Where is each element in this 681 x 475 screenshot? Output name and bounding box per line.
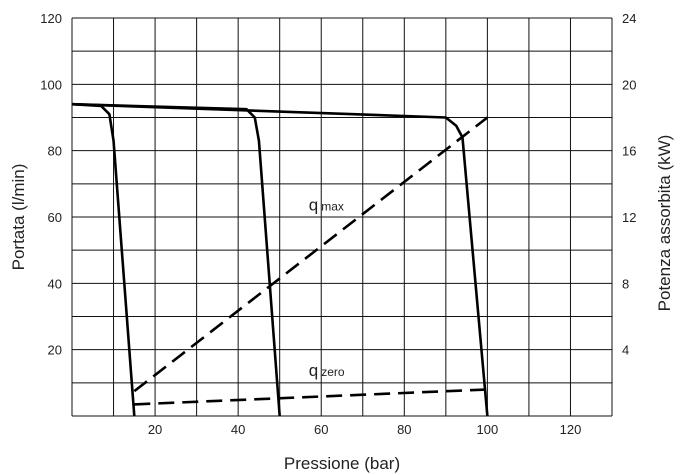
y-left-tick-label: 120 — [40, 11, 62, 26]
y-right-tick-label: 4 — [622, 343, 629, 358]
x-tick-label: 20 — [148, 422, 162, 437]
series-lines — [71, 102, 489, 417]
grid — [71, 17, 613, 417]
dashed-series-line-4 — [133, 116, 489, 393]
x-tick-label: 100 — [477, 422, 499, 437]
x-tick-label: 80 — [397, 422, 411, 437]
y-left-tick-label: 80 — [48, 144, 62, 159]
x-tick-label: 60 — [314, 422, 328, 437]
solid-series-line-3 — [71, 102, 489, 417]
y-right-tick-label: 8 — [622, 276, 629, 291]
y-left-tick-label: 100 — [40, 77, 62, 92]
dashed-series-line-5 — [134, 388, 488, 406]
series-annotation-zero: q zero — [309, 361, 345, 380]
annotations: q max q zero — [309, 195, 345, 380]
y-right-tick-label: 16 — [622, 144, 636, 159]
y-right-tick-label: 24 — [622, 11, 636, 26]
y-left-tick-label: 20 — [48, 343, 62, 358]
y-right-tick-label: 20 — [622, 77, 636, 92]
y-left-tick-label: 60 — [48, 210, 62, 225]
y-axis-left-label: Portata (l/min) — [9, 164, 28, 271]
y-left-tick-label: 40 — [48, 276, 62, 291]
tick-labels: 20 40 60 80 100 120 20 40 60 80 100 120 4 8 12 16 20 24 — [40, 11, 636, 437]
x-tick-label: 120 — [560, 422, 582, 437]
y-axis-right-label: Potenza assorbita (kW) — [655, 135, 674, 312]
x-tick-label: 40 — [231, 422, 245, 437]
series-annotation-max: q max — [309, 195, 344, 214]
y-right-tick-label: 12 — [622, 210, 636, 225]
x-axis-label: Pressione (bar) — [284, 454, 400, 473]
